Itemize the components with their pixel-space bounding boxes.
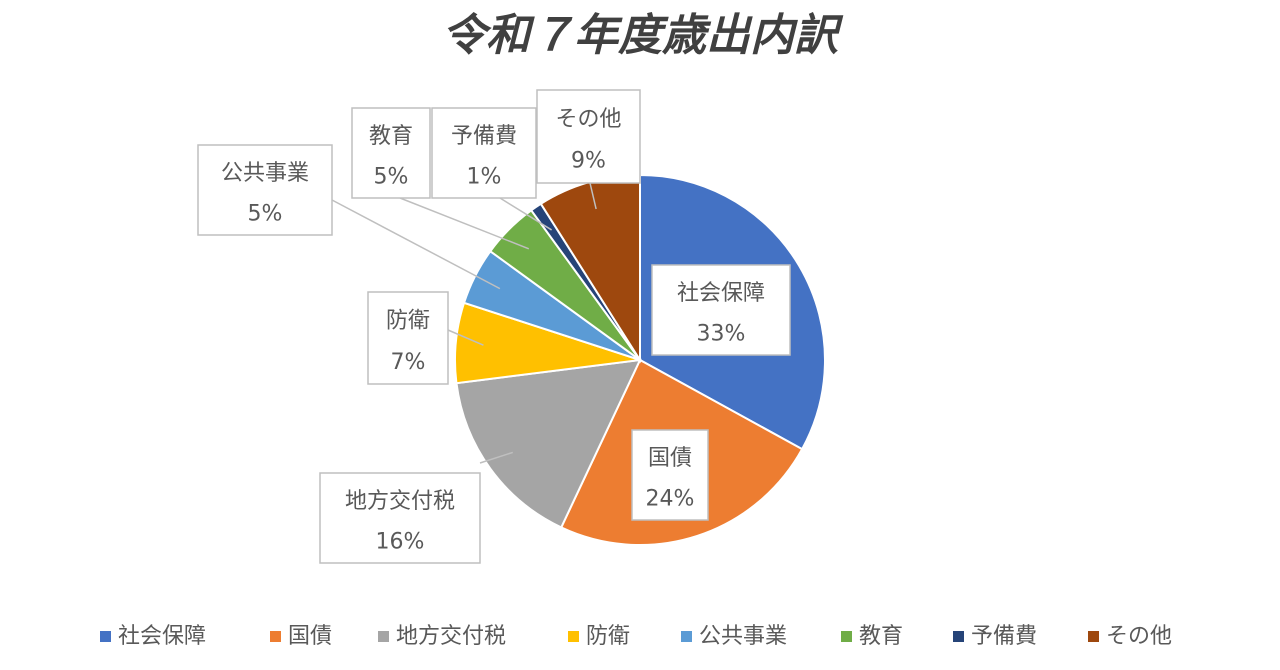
slice-value-label: 5% xyxy=(248,201,283,226)
slice-label: 予備費 xyxy=(451,124,517,149)
slice-value-label: 33% xyxy=(697,321,746,346)
legend-label: 国債 xyxy=(288,624,332,649)
label-box xyxy=(631,429,709,521)
slice-label: 地方交付税 xyxy=(345,489,455,514)
slice-value-label: 16% xyxy=(376,529,425,554)
legend-swatch xyxy=(1088,631,1099,642)
label-box xyxy=(197,144,333,236)
label-box xyxy=(536,89,641,184)
legend-swatch xyxy=(270,631,281,642)
legend-label: 教育 xyxy=(859,624,903,649)
slice-value-label: 5% xyxy=(374,164,409,189)
legend-label: 社会保障 xyxy=(118,624,206,649)
slice-label: 教育 xyxy=(369,124,413,149)
slice-value-label: 1% xyxy=(467,164,502,189)
label-box xyxy=(651,264,791,356)
slice-label: 公共事業 xyxy=(221,161,309,186)
leader-line xyxy=(589,182,597,210)
slice-label: その他 xyxy=(555,107,621,132)
legend-label: 公共事業 xyxy=(699,624,787,649)
leader-line xyxy=(447,329,484,346)
slice-label: 社会保障 xyxy=(677,281,765,306)
leader-line xyxy=(399,197,530,250)
legend-swatch xyxy=(100,631,111,642)
slice-label: 防衛 xyxy=(386,308,430,333)
slice-label: 国債 xyxy=(648,446,692,471)
pie-slice xyxy=(455,358,642,529)
legend-swatch xyxy=(681,631,692,642)
slice-value-label: 7% xyxy=(391,350,426,375)
legend-swatch xyxy=(378,631,389,642)
leader-line xyxy=(331,199,501,290)
label-box xyxy=(367,291,449,385)
slice-value-label: 24% xyxy=(646,486,695,511)
label-box xyxy=(319,472,481,564)
label-box xyxy=(431,107,537,199)
legend-label: 防衛 xyxy=(586,624,630,649)
leader-line xyxy=(479,451,514,464)
legend-swatch xyxy=(841,631,852,642)
label-box xyxy=(351,107,431,199)
legend-label: 地方交付税 xyxy=(396,624,506,649)
legend-label: 予備費 xyxy=(971,624,1037,649)
legend-swatch xyxy=(953,631,964,642)
legend-label: その他 xyxy=(1106,624,1172,649)
chart-title: 令和７年度歳出内訳 xyxy=(442,10,844,61)
slice-value-label: 9% xyxy=(571,149,606,174)
legend-swatch xyxy=(568,631,579,642)
leader-line xyxy=(499,197,553,231)
